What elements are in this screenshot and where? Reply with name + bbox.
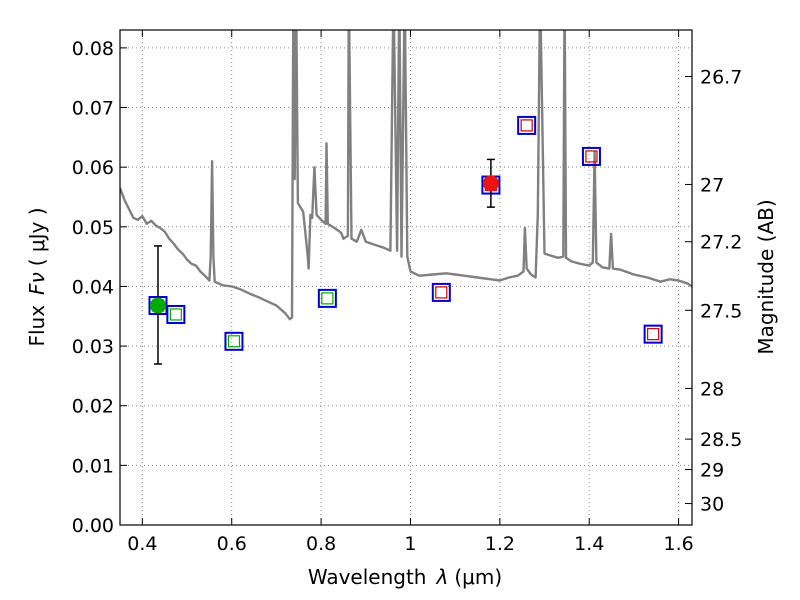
band-box-outer bbox=[317, 288, 337, 308]
x-tick-label: 0.4 bbox=[127, 533, 157, 555]
band-box-inner bbox=[585, 150, 598, 163]
magnitude-tick-label: 30 bbox=[700, 494, 724, 516]
y-tick-label: 0.00 bbox=[72, 515, 114, 537]
axis-ticks: 0.4 0.6 0.8 1 1.2 1.4 1.6 0.00 0.01 0.02 0.03 0.04 0… bbox=[72, 30, 742, 555]
y-tick-label: 0.01 bbox=[72, 455, 114, 477]
band-box-inner bbox=[169, 308, 182, 321]
y-tick-label: 0.06 bbox=[72, 157, 114, 179]
band-box-outer bbox=[643, 324, 663, 344]
x-tick-label: 0.6 bbox=[217, 533, 247, 555]
band-model-box bbox=[317, 288, 337, 308]
band-model-box bbox=[166, 304, 186, 324]
y-tick-label: 0.03 bbox=[72, 336, 114, 358]
band-box-inner bbox=[435, 286, 448, 299]
model-spectrum-line bbox=[120, 30, 692, 321]
observed-point bbox=[149, 245, 166, 365]
band-box-outer bbox=[581, 146, 601, 166]
band-box-inner bbox=[227, 335, 241, 348]
magnitude-tick-label: 27.5 bbox=[700, 300, 742, 322]
magnitude-tick-label: 28.5 bbox=[700, 429, 742, 451]
y-tick-label: 0.04 bbox=[72, 276, 114, 298]
y-axis-label: FluxFν( μJy ) bbox=[25, 207, 49, 346]
y-tick-label: 0.05 bbox=[72, 217, 114, 239]
band-box-inner bbox=[321, 292, 334, 305]
magnitude-axis-label: Magnitude (AB) bbox=[754, 199, 778, 354]
band-model-box bbox=[581, 146, 601, 166]
band-box-outer bbox=[224, 331, 244, 351]
band-box-outer bbox=[166, 304, 186, 324]
band-box-inner bbox=[520, 119, 533, 132]
band-box-outer bbox=[431, 282, 451, 302]
magnitude-tick-label: 29 bbox=[700, 460, 724, 482]
marker-layer bbox=[148, 115, 663, 365]
y-tick-label: 0.02 bbox=[72, 396, 114, 418]
x-axis-label: Wavelength λ (μm) bbox=[308, 565, 502, 589]
observed-marker bbox=[482, 175, 499, 192]
band-model-box bbox=[431, 282, 451, 302]
spectrum-layer bbox=[120, 30, 692, 321]
observed-point bbox=[482, 158, 499, 208]
magnitude-tick-label: 27.2 bbox=[700, 232, 742, 254]
x-tick-label: 1 bbox=[404, 533, 416, 555]
plot-frame bbox=[119, 29, 693, 526]
x-tick-label: 0.8 bbox=[306, 533, 336, 555]
observed-marker bbox=[149, 297, 166, 314]
magnitude-tick-label: 28 bbox=[700, 378, 724, 400]
x-tick-label: 1.6 bbox=[663, 533, 693, 555]
y-tick-label: 0.08 bbox=[72, 38, 114, 60]
x-tick-label: 1.2 bbox=[485, 533, 515, 555]
band-box-outer bbox=[517, 115, 537, 135]
magnitude-tick-label: 26.7 bbox=[700, 67, 742, 89]
x-tick-label: 1.4 bbox=[574, 533, 604, 555]
band-model-box bbox=[643, 324, 663, 344]
y-tick-label: 0.07 bbox=[72, 98, 114, 120]
band-box-inner bbox=[647, 328, 660, 341]
band-model-box bbox=[224, 331, 244, 351]
band-model-box bbox=[517, 115, 537, 135]
magnitude-tick-label: 27 bbox=[700, 174, 724, 196]
